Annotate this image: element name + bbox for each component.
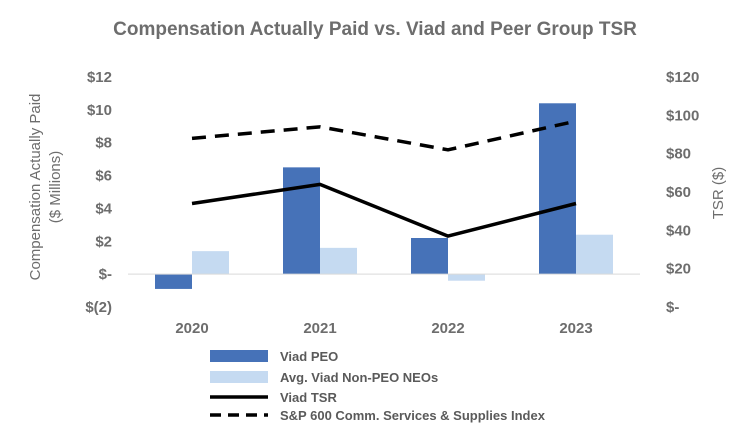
chart-title: Compensation Actually Paid vs. Viad and … xyxy=(113,19,637,40)
right-tick-label: $80 xyxy=(666,146,691,163)
right-tick-label: $60 xyxy=(666,184,691,201)
category-label: 2022 xyxy=(431,320,464,337)
right-axis: $120 $100 $80 $60 $40 $20 $- xyxy=(666,69,699,316)
legend-label-sp600: S&P 600 Comm. Services & Supplies Index xyxy=(280,408,546,423)
left-axis: $12 $10 $8 $6 $4 $2 $- $(2) xyxy=(85,69,112,316)
bar-viad-peo xyxy=(411,238,448,275)
left-tick-label: $10 xyxy=(87,102,112,119)
left-tick-label: $(2) xyxy=(85,299,112,316)
bar-non-peo xyxy=(448,274,485,281)
left-tick-label: $12 xyxy=(87,69,112,86)
bar-non-peo xyxy=(192,251,229,275)
category-label: 2020 xyxy=(175,320,208,337)
bar-viad-peo xyxy=(283,167,320,275)
bar-non-peo xyxy=(576,234,613,275)
left-tick-label: $2 xyxy=(95,233,112,250)
bar-non-peo xyxy=(320,247,357,275)
bar-viad-peo xyxy=(155,274,192,289)
legend-label-viad-tsr: Viad TSR xyxy=(280,390,337,405)
legend: Viad PEO Avg. Viad Non-PEO NEOs Viad TSR… xyxy=(210,349,546,423)
right-tick-label: $40 xyxy=(666,222,691,239)
legend-label-non-peo: Avg. Viad Non-PEO NEOs xyxy=(280,370,438,385)
bar-viad-peo xyxy=(539,103,576,275)
line-sp600-index xyxy=(191,119,577,152)
x-axis: 2020 2021 2022 2023 xyxy=(175,320,592,337)
category-label: 2023 xyxy=(559,320,592,337)
left-tick-label: $4 xyxy=(95,200,112,217)
right-tick-label: $100 xyxy=(666,107,699,124)
right-tick-label: $- xyxy=(666,299,679,316)
line-viad-tsr xyxy=(191,182,577,238)
right-tick-label: $20 xyxy=(666,261,691,278)
left-tick-label: $- xyxy=(99,266,112,283)
line-series xyxy=(191,119,577,238)
left-tick-label: $8 xyxy=(95,135,112,152)
right-axis-title: TSR ($) xyxy=(710,167,727,220)
legend-label-viad-peo: Viad PEO xyxy=(280,349,338,364)
right-tick-label: $120 xyxy=(666,69,699,86)
left-axis-title-line1: Compensation Actually Paid xyxy=(27,94,44,281)
bar-series xyxy=(155,103,613,289)
category-label: 2021 xyxy=(303,320,336,337)
left-tick-label: $6 xyxy=(95,168,112,185)
legend-swatch-viad-peo xyxy=(210,350,268,362)
left-axis-title-line2: ($ Millions) xyxy=(47,151,64,224)
legend-swatch-non-peo xyxy=(210,371,268,383)
